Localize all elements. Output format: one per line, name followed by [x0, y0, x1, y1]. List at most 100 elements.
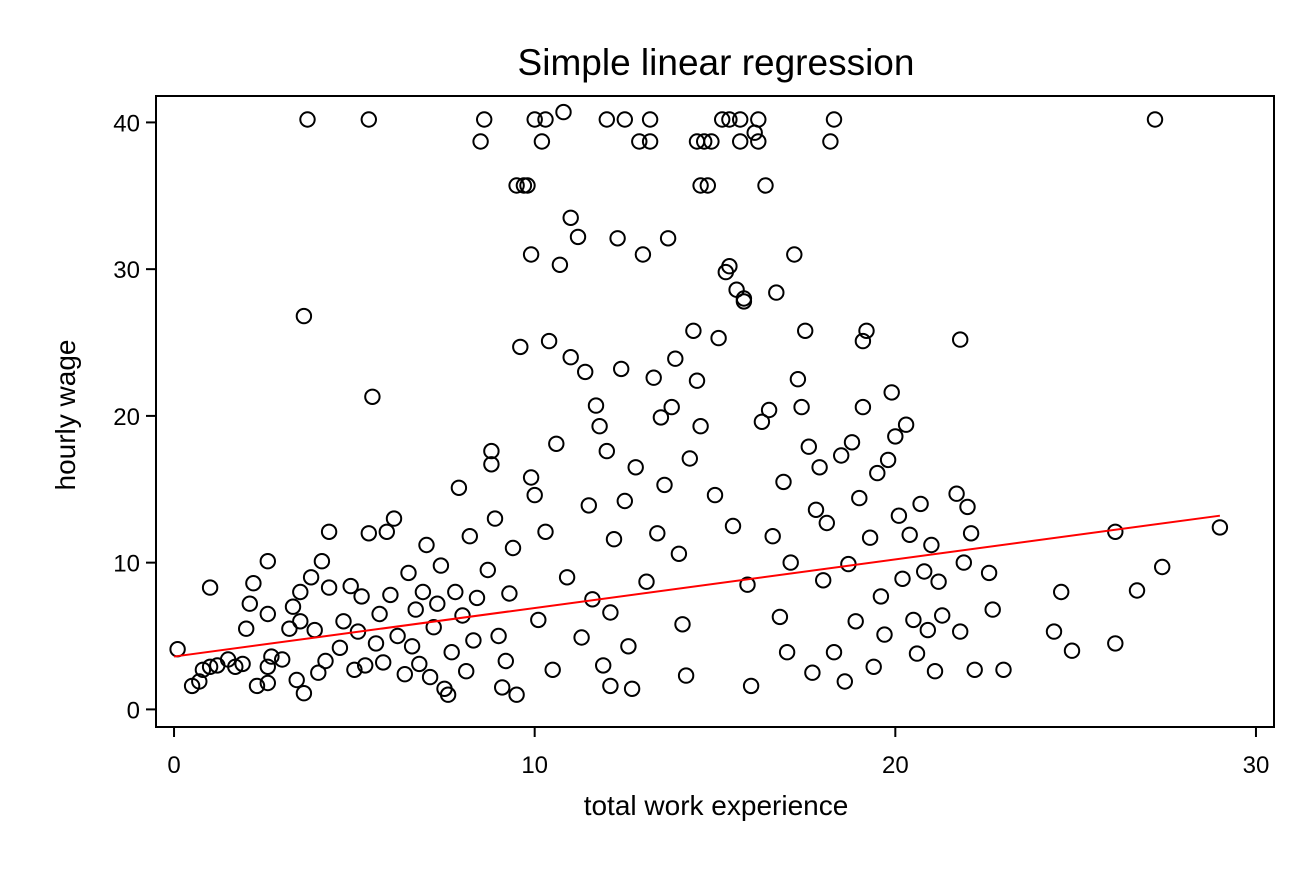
data-point — [833, 447, 850, 464]
data-point — [739, 576, 756, 593]
data-point — [468, 589, 486, 607]
data-point — [1128, 582, 1146, 599]
data-point — [494, 679, 511, 696]
data-point — [577, 363, 594, 381]
data-point — [879, 451, 897, 469]
data-point — [858, 322, 875, 339]
data-point — [894, 570, 911, 587]
data-point — [241, 595, 259, 612]
data-point — [649, 525, 666, 542]
data-point — [598, 442, 615, 460]
data-point — [825, 644, 843, 661]
data-point — [616, 492, 633, 510]
data-point — [248, 677, 266, 695]
data-point — [519, 177, 536, 194]
data-point — [959, 498, 976, 516]
data-point — [822, 133, 839, 150]
data-point — [1107, 523, 1124, 540]
data-point — [414, 583, 432, 601]
data-point — [591, 418, 608, 435]
data-point — [288, 671, 305, 689]
data-point — [901, 526, 918, 543]
data-point — [320, 523, 338, 540]
data-point — [732, 111, 749, 128]
data-point — [789, 371, 807, 388]
data-point — [378, 523, 395, 540]
data-point — [1045, 623, 1063, 640]
data-point — [616, 111, 633, 128]
data-point — [1211, 519, 1229, 536]
y-tick-label: 10 — [113, 551, 140, 578]
data-point — [602, 677, 619, 695]
data-point — [558, 569, 576, 586]
data-point — [652, 409, 670, 426]
data-point — [284, 598, 302, 615]
data-point — [876, 626, 893, 643]
data-point — [367, 635, 385, 652]
data-point — [916, 563, 933, 580]
data-point — [274, 651, 291, 668]
y-tick-label: 40 — [113, 110, 140, 137]
data-point — [1063, 642, 1081, 659]
data-point — [465, 632, 482, 649]
data-point — [1053, 583, 1070, 601]
data-point — [1107, 635, 1124, 652]
data-point — [869, 464, 886, 482]
data-point — [609, 230, 626, 247]
x-axis: 0 10 20 30 — [167, 727, 1269, 779]
data-point — [742, 677, 760, 695]
data-point — [815, 572, 832, 589]
data-point — [623, 680, 641, 697]
plot-frame — [155, 95, 1275, 728]
data-point — [912, 495, 929, 513]
data-point — [476, 111, 493, 128]
data-point — [421, 668, 439, 686]
data-point — [760, 401, 778, 419]
data-point — [551, 256, 569, 273]
data-point — [602, 604, 619, 621]
x-tick-label: 10 — [521, 752, 548, 779]
data-point — [313, 553, 331, 570]
data-point — [677, 667, 695, 684]
data-point — [530, 611, 547, 629]
data-point — [526, 486, 543, 504]
data-point — [263, 648, 280, 665]
scatter-points — [169, 103, 1229, 703]
data-point — [663, 398, 680, 416]
data-point — [811, 459, 828, 476]
data-point — [342, 577, 359, 595]
data-point — [483, 442, 500, 460]
data-point — [782, 554, 799, 571]
data-point — [360, 525, 377, 542]
data-point — [360, 111, 377, 128]
data-point — [1146, 111, 1164, 128]
x-tick-label: 30 — [1243, 752, 1270, 779]
data-point — [483, 456, 500, 473]
data-point — [670, 545, 688, 562]
data-point — [385, 510, 403, 527]
data-point — [984, 601, 1001, 618]
data-point — [238, 620, 255, 637]
data-point — [721, 111, 738, 128]
data-point — [775, 473, 792, 491]
data-point — [699, 177, 716, 194]
data-point — [800, 438, 817, 455]
data-point — [389, 627, 406, 645]
data-point — [537, 111, 554, 128]
x-tick-label: 0 — [167, 752, 180, 779]
y-axis-label: hourly wage — [50, 340, 81, 491]
data-point — [357, 657, 374, 674]
data-point — [641, 133, 659, 150]
data-point — [685, 322, 702, 339]
y-tick-label: 20 — [113, 404, 140, 431]
chart-title: Simple linear regression — [518, 42, 915, 83]
data-point — [461, 528, 478, 545]
data-point — [962, 525, 980, 542]
data-point — [771, 608, 789, 626]
data-point — [1154, 558, 1171, 576]
data-point — [295, 685, 313, 702]
data-point — [595, 657, 612, 674]
data-point — [721, 258, 738, 275]
x-axis-label: total work experience — [584, 790, 849, 821]
data-point — [447, 583, 464, 601]
